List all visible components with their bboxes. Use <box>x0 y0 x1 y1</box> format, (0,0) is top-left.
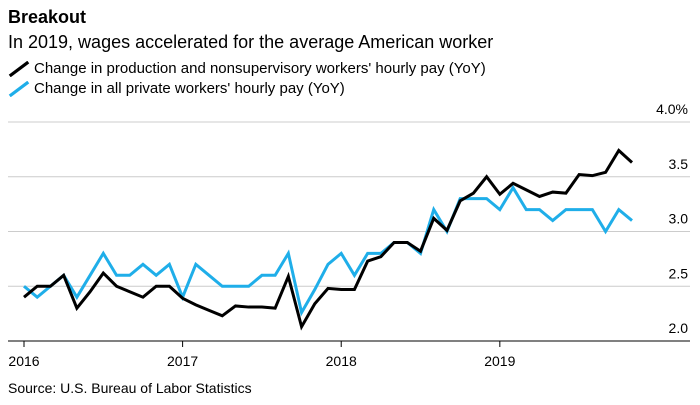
y-tick-label: 4.0% <box>656 101 688 117</box>
chart-title: Breakout <box>8 7 87 27</box>
legend: Change in production and nonsupervisory … <box>8 59 486 99</box>
x-tick-label: 2016 <box>8 353 39 369</box>
legend-line-production <box>8 61 30 77</box>
y-tick-label: 3.5 <box>669 156 689 172</box>
legend-item-private: Change in all private workers' hourly pa… <box>8 79 486 99</box>
chart-subtitle: In 2019, wages accelerated for the avera… <box>8 32 494 52</box>
legend-swatch-production <box>8 61 30 77</box>
x-tick-label: 2019 <box>484 353 515 369</box>
legend-label-private: Change in all private workers' hourly pa… <box>34 80 345 97</box>
y-tick-label: 2.0 <box>669 320 689 336</box>
y-tick-label: 2.5 <box>669 265 689 281</box>
source-note: Source: U.S. Bureau of Labor Statistics <box>8 380 252 396</box>
series-line-private <box>23 184 633 317</box>
legend-item-production: Change in production and nonsupervisory … <box>8 59 486 79</box>
x-tick-label: 2017 <box>167 353 198 369</box>
legend-swatch-private <box>8 81 30 97</box>
legend-line-private <box>8 81 30 97</box>
series-line-production <box>23 148 634 331</box>
y-tick-label: 3.0 <box>669 211 689 227</box>
legend-label-production: Change in production and nonsupervisory … <box>34 60 486 77</box>
x-tick-label: 2018 <box>326 353 357 369</box>
